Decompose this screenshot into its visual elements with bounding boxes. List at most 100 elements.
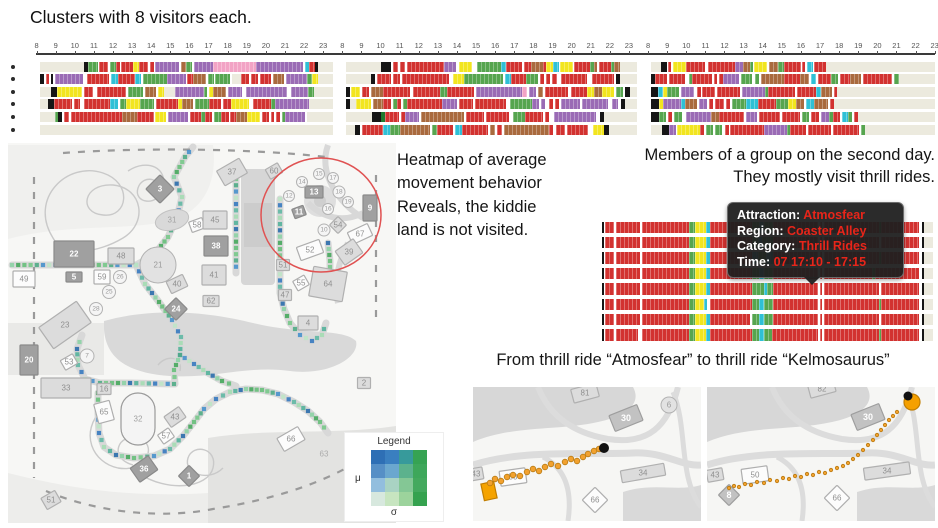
cluster-row-4-day3[interactable] bbox=[651, 99, 935, 110]
timeline-segment bbox=[921, 313, 924, 326]
timeline-segment bbox=[616, 267, 641, 280]
timeline-segment bbox=[604, 124, 610, 135]
timeline-segment bbox=[555, 124, 565, 135]
timeline-segment bbox=[188, 111, 191, 122]
timeline-segment bbox=[605, 298, 615, 311]
svg-text:65: 65 bbox=[100, 408, 109, 417]
group-member-row[interactable] bbox=[602, 283, 933, 295]
timeline-segment bbox=[640, 313, 643, 326]
timeline-segment bbox=[689, 313, 696, 326]
timeline-segment bbox=[275, 99, 310, 110]
timeline-segment bbox=[615, 86, 623, 97]
cluster-row-3-day2[interactable] bbox=[346, 86, 637, 97]
timeline-segment bbox=[284, 74, 287, 85]
timeline-segment bbox=[407, 61, 444, 72]
timeline-segment bbox=[620, 99, 625, 110]
timeline-segment bbox=[819, 313, 822, 326]
axis-tick-label: 9 bbox=[658, 41, 677, 54]
annotation-line: Heatmap of average bbox=[397, 151, 547, 169]
timeline-segment bbox=[739, 86, 742, 97]
cluster-row-5-day3[interactable] bbox=[651, 111, 935, 122]
cluster-row-6-day1[interactable] bbox=[40, 124, 333, 135]
path-map-kelmosaurus[interactable]: 82 30 34 50 66 43 8 bbox=[707, 387, 935, 521]
tooltip-label: Attraction: bbox=[737, 208, 804, 222]
timeline-segment bbox=[142, 74, 167, 85]
cluster-row-2-day3[interactable] bbox=[651, 74, 935, 85]
attraction-81: 81 bbox=[570, 387, 600, 404]
timeline-segment bbox=[475, 99, 506, 110]
timeline-segment bbox=[317, 74, 333, 85]
cluster-row-3-day3[interactable] bbox=[651, 86, 935, 97]
timeline-segment bbox=[401, 99, 404, 110]
path-map-atmosfear[interactable]: 8130650346643 bbox=[473, 387, 701, 521]
timeline-segment bbox=[695, 267, 707, 280]
cluster-row-6-day2[interactable] bbox=[346, 124, 637, 135]
timeline-segment bbox=[99, 61, 109, 72]
legend-cell bbox=[385, 492, 399, 506]
group-member-row[interactable] bbox=[602, 329, 933, 341]
timeline-segment bbox=[821, 111, 829, 122]
cluster-row-6-day3[interactable] bbox=[651, 124, 935, 135]
cluster-row-3-day1[interactable] bbox=[40, 86, 333, 97]
timeline-segment bbox=[692, 74, 713, 85]
cluster-row-1-day1[interactable] bbox=[40, 61, 333, 72]
timeline-segment bbox=[488, 124, 491, 135]
timeline-segment bbox=[787, 99, 797, 110]
axis-tick-label: 10 bbox=[65, 41, 84, 54]
timeline-segment bbox=[651, 74, 655, 85]
timeline-segment bbox=[640, 329, 643, 341]
timeline-segment bbox=[139, 99, 154, 110]
timeline-segment bbox=[848, 111, 852, 122]
timeline-segment bbox=[602, 283, 604, 295]
attraction-45: 45 bbox=[202, 210, 228, 230]
cluster-row-4-day2[interactable] bbox=[346, 99, 637, 110]
timeline-segment bbox=[695, 221, 707, 234]
timeline-segment bbox=[622, 86, 625, 97]
timeline-segment bbox=[712, 74, 714, 85]
group-member-row[interactable] bbox=[602, 298, 933, 311]
timeline-segment bbox=[155, 111, 167, 122]
row-bullet bbox=[11, 127, 15, 132]
axis-tick-label: 18 bbox=[218, 41, 237, 54]
timeline-segment bbox=[651, 86, 659, 97]
timeline-segment bbox=[215, 74, 231, 85]
svg-text:55: 55 bbox=[297, 279, 306, 288]
timeline-segment bbox=[752, 313, 760, 326]
timeline-segment bbox=[54, 74, 83, 85]
timeline-segment bbox=[405, 111, 420, 122]
timeline-segment bbox=[814, 61, 826, 72]
timeline-segment bbox=[213, 111, 222, 122]
timeline-segment bbox=[548, 124, 554, 135]
timeline-segment bbox=[579, 99, 582, 110]
timeline-segment bbox=[619, 61, 637, 72]
svg-text:11: 11 bbox=[295, 208, 304, 217]
cluster-row-4-day1[interactable] bbox=[40, 99, 333, 110]
svg-text:30: 30 bbox=[863, 412, 873, 422]
timeline-segment bbox=[772, 313, 818, 326]
timeline-segment bbox=[281, 111, 286, 122]
timeline-segment bbox=[706, 283, 711, 295]
group-member-row[interactable] bbox=[602, 313, 933, 326]
attraction-54: 54 bbox=[329, 216, 347, 234]
cluster-row-2-day1[interactable] bbox=[40, 74, 333, 85]
timeline-segment bbox=[79, 99, 84, 110]
timeline-segment bbox=[484, 111, 487, 122]
attraction-4: 4 bbox=[297, 315, 319, 331]
timeline-segment bbox=[704, 61, 708, 72]
timeline-segment bbox=[819, 283, 822, 295]
timeline-segment bbox=[260, 74, 272, 85]
timeline-segment bbox=[893, 74, 899, 85]
cluster-row-5-day2[interactable] bbox=[346, 111, 637, 122]
tooltip-row: Category: Thrill Rides bbox=[737, 239, 894, 255]
timeline-segment bbox=[891, 74, 894, 85]
cluster-row-5-day1[interactable] bbox=[40, 111, 333, 122]
cluster-row-1-day3[interactable] bbox=[651, 61, 935, 72]
cluster-row-1-day2[interactable] bbox=[346, 61, 637, 72]
attraction-10: 10 bbox=[317, 223, 331, 237]
tooltip-value: Coaster Alley bbox=[787, 223, 867, 238]
cluster-row-2-day2[interactable] bbox=[346, 74, 637, 85]
timeline-segment bbox=[109, 99, 118, 110]
timeline-segment bbox=[689, 252, 696, 264]
axis-tick-label: 19 bbox=[849, 41, 868, 54]
